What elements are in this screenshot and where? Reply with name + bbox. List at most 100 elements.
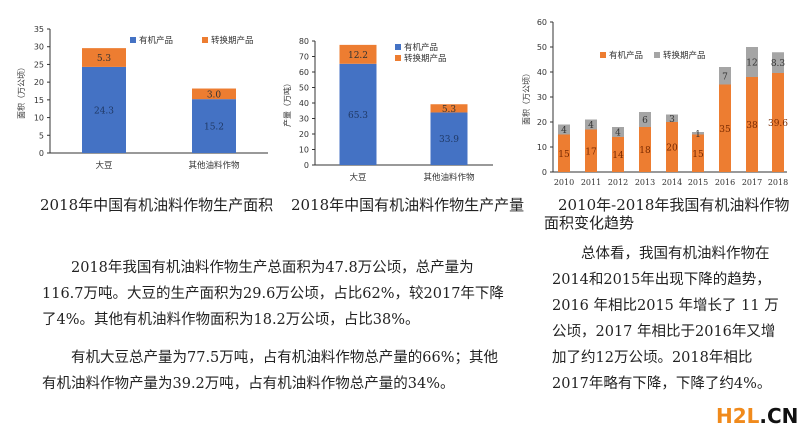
x-tick-label: 2011 (581, 178, 601, 187)
y-tick-label: 20 (299, 130, 309, 139)
x-tick-label: 2018 (768, 178, 788, 187)
y-tick-label: 20 (34, 78, 44, 87)
bar-organic (772, 73, 784, 172)
x-tick-label: 2016 (715, 178, 735, 187)
bar-transition (639, 112, 651, 127)
data-label: 38 (746, 121, 758, 131)
left-text: 2018年我国有机油料作物生产总面积为47.8万公顷，总产量为116.7万吨。大… (42, 255, 510, 397)
x-tick-label: 2012 (608, 178, 628, 187)
data-label: 4 (615, 129, 621, 139)
data-label: 18 (639, 146, 651, 156)
y-tick-label: 5 (39, 131, 44, 140)
bar-transition (430, 104, 468, 113)
legend-swatch (130, 37, 136, 43)
bar-transition (339, 44, 377, 64)
chart3-caption-line1: 2010年-2018年我国有机油料作物 (558, 196, 790, 214)
data-label: 3.0 (207, 90, 222, 100)
bar-transition (692, 132, 704, 135)
x-tick-label: 2017 (742, 178, 762, 187)
bar-transition (719, 67, 731, 85)
y-axis-label: 面积（万公顷） (16, 63, 26, 119)
bar-transition (585, 119, 597, 130)
bar-transition (772, 52, 784, 73)
y-tick-label: 70 (299, 53, 309, 62)
y-tick-label: 15 (34, 96, 44, 105)
data-label: 5.3 (97, 54, 112, 64)
y-tick-label: 10 (537, 143, 547, 152)
watermark-cn: .CN (759, 404, 799, 428)
data-label: 7 (722, 72, 728, 82)
y-tick-label: 30 (34, 43, 44, 52)
legend-swatch (202, 37, 208, 43)
x-tick-label: 2014 (662, 178, 682, 187)
bar-transition (746, 47, 758, 77)
y-tick-label: 40 (299, 99, 309, 108)
legend-label: 有机产品 (139, 35, 173, 46)
bar-organic (746, 77, 758, 172)
data-label: 14 (612, 151, 624, 161)
data-label: 35 (719, 125, 731, 135)
bar-transition (192, 88, 236, 100)
data-label: 12.2 (348, 51, 368, 61)
y-tick-label: 35 (34, 25, 44, 34)
y-tick-label: 10 (34, 114, 44, 123)
data-label: 8.3 (771, 59, 786, 69)
x-tick-label: 大豆 (95, 160, 112, 171)
data-label: 39.6 (768, 119, 788, 129)
y-axis-label: 产量（万吨） (282, 79, 292, 127)
y-tick-label: 0 (304, 161, 309, 170)
y-tick-label: 60 (537, 18, 547, 27)
watermark-logo: H2L.CN (716, 404, 798, 428)
data-label: 4 (561, 126, 567, 136)
data-label: 12 (746, 59, 757, 69)
y-tick-label: 30 (537, 93, 547, 102)
legend-label: 转换期产品 (211, 35, 254, 46)
y-tick-label: 40 (537, 68, 547, 77)
y-tick-label: 80 (299, 37, 309, 46)
y-tick-label: 30 (299, 115, 309, 124)
chart3-caption-line2: 面积变化趋势 (544, 214, 635, 232)
data-label: 1 (695, 130, 701, 140)
bar-organic (430, 112, 468, 165)
paragraph-output: 有机大豆总产量为77.5万吨，占有机油料作物总产量的66%；其他有机油料作物产量… (42, 350, 499, 392)
paragraph-trend: 总体看，我国有机油料作物在2014和2015年出现下降的趋势，2016 年相比2… (552, 246, 779, 392)
x-tick-label: 2015 (688, 178, 708, 187)
bar-organic (339, 63, 377, 165)
data-label: 17 (585, 147, 597, 157)
bar-transition (612, 127, 624, 137)
legend-swatch (395, 55, 401, 61)
bar-organic (639, 127, 651, 172)
data-label: 15.2 (204, 123, 224, 133)
x-tick-label: 大豆 (349, 172, 366, 183)
y-tick-label: 0 (542, 168, 547, 177)
legend-label: 转换期产品 (404, 53, 447, 64)
right-text: 总体看，我国有机油料作物在2014和2015年出现下降的趋势，2016 年相比2… (552, 241, 784, 397)
bar-organic (719, 84, 731, 172)
bar-organic (82, 66, 126, 153)
bar-organic (666, 122, 678, 172)
watermark-h2l: H2L (716, 404, 760, 428)
data-label: 6 (642, 116, 648, 126)
bar-transition (82, 48, 126, 67)
bar-transition (666, 114, 678, 122)
data-label: 20 (666, 144, 678, 154)
x-tick-label: 2010 (554, 178, 574, 187)
y-tick-label: 0 (39, 149, 44, 158)
x-tick-label: 2013 (635, 178, 655, 187)
y-axis-label: 面积（万公顷） (521, 69, 531, 125)
data-label: 15 (692, 150, 704, 160)
y-tick-label: 50 (537, 43, 547, 52)
bar-organic (692, 134, 704, 172)
bar-organic (558, 134, 570, 172)
data-label: 24.3 (94, 106, 114, 116)
y-tick-label: 50 (299, 84, 309, 93)
data-label: 65.3 (348, 111, 368, 121)
legend-label: 转换期产品 (663, 50, 706, 61)
y-tick-label: 10 (299, 146, 309, 155)
bar-organic (612, 137, 624, 172)
y-tick-label: 60 (299, 68, 309, 77)
data-label: 3 (669, 115, 675, 125)
x-tick-label: 其他油料作物 (423, 172, 475, 183)
data-label: 33.9 (439, 135, 459, 145)
y-tick-label: 20 (537, 118, 547, 127)
